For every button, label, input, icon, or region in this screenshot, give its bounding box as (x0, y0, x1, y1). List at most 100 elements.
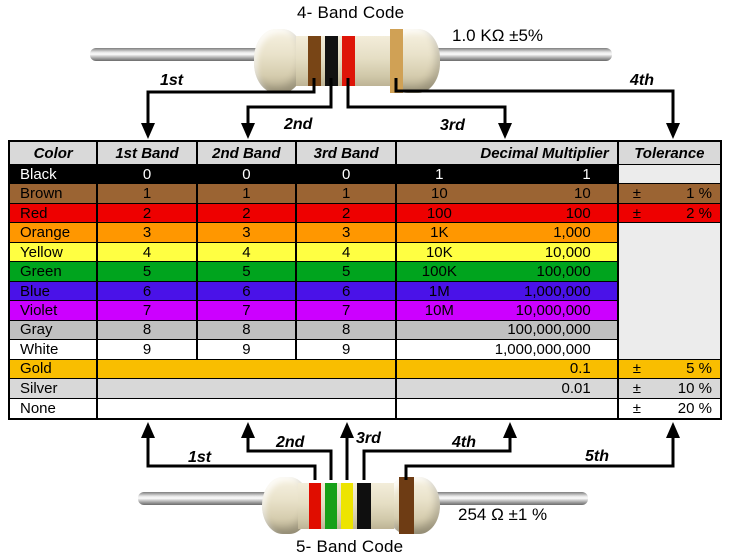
multiplier-value: 10,000 (544, 243, 591, 261)
tolerance-cell: ±1 % (618, 184, 720, 204)
table-row: Silver 0.01 ±10 % (10, 379, 720, 399)
multiplier-prefix: 10K (425, 243, 453, 261)
multiplier-cell: 1M 1,000,000 (397, 281, 619, 302)
band-digit-cell: 0 (197, 165, 298, 185)
multiplier-value: 1,000,000,000 (494, 340, 591, 358)
color-name-cell: Silver (10, 379, 99, 399)
tolerance-cell (618, 301, 720, 321)
multiplier-value: 1 (582, 165, 591, 183)
band-digit-cell: 3 (297, 223, 398, 243)
tolerance-cell: ±2 % (618, 203, 720, 224)
multiplier-cell: 10M 10,000,000 (397, 301, 619, 321)
band-digit-cell: 8 (297, 320, 398, 341)
multiplier-value: 10,000,000 (515, 302, 591, 320)
tolerance-cell: ±10 % (618, 379, 720, 399)
brown-band (399, 477, 414, 534)
multiplier-value: 100 (565, 204, 591, 222)
band-digit-cell: 2 (197, 203, 298, 224)
multiplier-value: 1,000 (553, 224, 591, 242)
red-band (309, 483, 321, 529)
band-digit-cell: 4 (98, 242, 198, 263)
plus-minus-sign: ± (632, 399, 641, 417)
multiplier-cell: 1,000,000,000 (397, 340, 619, 360)
tolerance-cell (618, 223, 720, 243)
multiplier-cell: 0.1 (397, 359, 619, 380)
bands-merged-cell (98, 398, 398, 419)
arrow-1st-bottom: 1st (141, 422, 317, 480)
arrowhead (141, 123, 155, 139)
multiplier-cell: 10K 10,000 (397, 242, 619, 263)
tolerance-value: 5 % (686, 360, 712, 378)
arrow-3rd-bottom: 3rd (340, 422, 382, 480)
gold-band (390, 29, 403, 93)
arrow-label-1st: 1st (188, 449, 212, 466)
brown-band (308, 36, 321, 86)
table-row: White 9 9 9 1,000,000,000 (10, 340, 720, 360)
table-row: Gold 0.1 ±5 % (10, 359, 720, 380)
column-header: 3rd Band (296, 142, 398, 165)
arrow-4th-top: 4th (394, 72, 680, 139)
arrow-label-2nd: 2nd (283, 116, 314, 133)
multiplier-cell: 10 10 (397, 184, 619, 204)
arrow-label-3rd: 3rd (440, 117, 466, 134)
multiplier-value: 1,000,000 (524, 282, 591, 300)
color-name-cell: Violet (10, 301, 99, 321)
multiplier-prefix: 100 (426, 204, 452, 222)
band-digit-cell: 9 (98, 340, 198, 360)
color-name-cell: Orange (10, 223, 99, 243)
arrow-label-5th: 5th (585, 448, 609, 465)
plus-minus-sign: ± (632, 360, 641, 378)
color-name-cell: Brown (10, 184, 99, 204)
band-digit-cell: 2 (98, 203, 198, 224)
multiplier-value: 0.1 (569, 360, 591, 378)
table-row: Orange 3 3 3 1K 1,000 (10, 223, 720, 243)
arrow-label-4th: 4th (629, 72, 654, 89)
band-digit-cell: 4 (197, 242, 298, 263)
table-header-row: Color 1st Band 2nd Band 3rd Band Decimal Mul… (10, 142, 720, 165)
column-header: 2nd Band (197, 142, 297, 165)
band-digit-cell: 3 (98, 223, 198, 243)
tolerance-value: 20 % (677, 399, 712, 417)
color-name-cell: None (10, 398, 99, 419)
table-row: Brown 1 1 1 10 10 ±1 % (10, 184, 720, 204)
multiplier-prefix: 100K (421, 263, 457, 281)
arrow-5th-bottom: 5th (404, 422, 680, 480)
multiplier-value: 100,000 (536, 263, 591, 281)
table-row: Red 2 2 2 100 100 ±2 % (10, 203, 720, 224)
color-code-table: Color 1st Band 2nd Band 3rd Band Decimal Mul… (8, 140, 722, 420)
arrowhead (141, 422, 155, 438)
table-row: None ±20 % (10, 398, 720, 419)
column-header: 1st Band (98, 142, 198, 165)
arrowhead (241, 123, 255, 139)
multiplier-cell: 1K 1,000 (397, 223, 619, 243)
plus-minus-sign: ± (632, 204, 641, 222)
color-name-cell: Green (10, 262, 99, 282)
band-digit-cell: 2 (297, 203, 398, 224)
black-band (325, 36, 338, 86)
band-digit-cell: 5 (297, 262, 398, 282)
band-digit-cell: 1 (197, 184, 298, 204)
table-row: Yellow 4 4 4 10K 10,000 (10, 242, 720, 263)
band-digit-cell: 8 (197, 320, 298, 341)
tolerance-cell (618, 242, 720, 263)
arrowhead (666, 422, 680, 438)
band-digit-cell: 7 (98, 301, 198, 321)
multiplier-cell: 100 100 (397, 203, 619, 224)
band-digit-cell: 7 (197, 301, 298, 321)
arrowhead (666, 123, 680, 139)
arrowhead (340, 422, 354, 438)
band-digit-cell: 4 (297, 242, 398, 263)
multiplier-value: 10 (574, 185, 591, 203)
multiplier-cell (397, 398, 619, 419)
green-band (325, 483, 337, 529)
table-row: Gray 8 8 8 100,000,000 (10, 320, 720, 341)
color-name-cell: Black (10, 165, 99, 185)
band-digit-cell: 6 (297, 281, 398, 302)
bands-merged-cell (98, 359, 398, 380)
arrowhead (498, 123, 512, 139)
multiplier-value: 100,000,000 (507, 321, 591, 339)
multiplier-value: 0.01 (561, 379, 591, 397)
five-band-resistor-value: 254 Ω ±1 % (458, 505, 548, 524)
multiplier-cell: 0.01 (397, 379, 619, 399)
yellow-band (341, 483, 353, 529)
